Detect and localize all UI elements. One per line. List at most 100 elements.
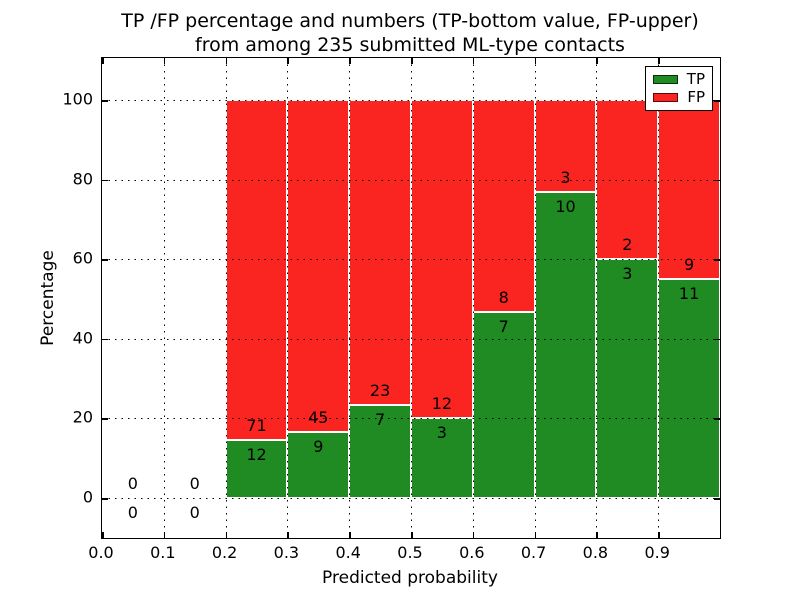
x-tick-label: 0.2 [211, 543, 238, 562]
tp-count-label: 0 [127, 503, 138, 522]
legend-entry-tp: TP [653, 72, 705, 87]
y-tick-mark [714, 418, 720, 420]
bar-fp-segment [472, 100, 535, 313]
grid-line-vertical [472, 58, 474, 538]
legend-swatch-fp [653, 93, 679, 102]
x-tick-mark [349, 532, 351, 538]
x-tick-mark [287, 58, 289, 64]
grid-line-vertical [163, 58, 165, 538]
fp-count-label: 0 [127, 474, 138, 493]
tp-count-label: 7 [498, 317, 509, 337]
x-tick-mark [534, 532, 537, 538]
bar-tp-segment [411, 418, 473, 498]
x-tick-mark [534, 58, 537, 64]
legend-label-tp: TP [686, 70, 705, 88]
x-tick-label: 0.4 [335, 543, 361, 562]
bar-tp-segment [534, 191, 597, 498]
y-tick-label: 100 [62, 89, 93, 109]
tp-count-label: 11 [678, 284, 700, 304]
y-tick-mark [714, 100, 720, 102]
tp-count-label: 3 [436, 423, 447, 443]
fp-count-label: 12 [431, 394, 453, 414]
x-tick-mark [472, 58, 475, 64]
x-tick-mark [411, 58, 413, 64]
plot-area: 0 0 0 0 71 12 45 9 23 7 12 3 8 7 3 10 2 3 9 11 [101, 57, 721, 539]
legend-entry-fp: FP [653, 90, 705, 105]
x-tick-mark [163, 58, 166, 64]
y-tick-mark [102, 418, 108, 420]
y-tick-label: 60 [72, 248, 93, 268]
grid-line-vertical [225, 58, 227, 538]
grid-line-vertical [349, 58, 351, 538]
x-tick-mark [287, 532, 289, 538]
x-tick-label: 0.9 [644, 543, 670, 562]
legend: TP FP [645, 66, 713, 111]
fp-count-label: 0 [189, 474, 200, 493]
y-tick-mark [714, 259, 720, 261]
tp-count-label: 10 [555, 196, 576, 216]
y-tick-mark [714, 338, 720, 341]
y-tick-mark [102, 338, 108, 341]
x-axis-label: Predicted probability [322, 568, 498, 588]
tp-count-label: 12 [246, 445, 267, 465]
x-tick-mark [596, 58, 598, 64]
chart-title-line2: from among 235 submitted ML-type contact… [195, 34, 625, 56]
x-tick-label: 0.5 [397, 543, 423, 562]
y-tick-label: 20 [72, 407, 93, 427]
grid-line-vertical [287, 58, 289, 538]
bar-tp-segment [596, 259, 659, 498]
y-tick-label: 40 [72, 328, 93, 348]
bar-tp-segment [225, 440, 288, 498]
x-tick-label: 0.0 [88, 543, 114, 562]
y-tick-label: 80 [72, 169, 93, 189]
x-tick-mark [102, 58, 104, 64]
legend-swatch-tp [653, 75, 678, 84]
grid-line-vertical [534, 58, 536, 538]
tp-count-label: 7 [375, 410, 386, 430]
y-tick-mark [102, 179, 108, 182]
x-tick-mark [658, 58, 660, 64]
bar-fp-segment [287, 100, 350, 432]
tp-count-label: 0 [189, 503, 200, 522]
x-tick-mark [225, 58, 228, 64]
fp-count-label: 23 [369, 381, 391, 401]
fp-count-label: 3 [560, 167, 571, 187]
x-tick-mark [472, 532, 475, 538]
x-tick-label: 0.8 [582, 543, 609, 562]
grid-line-vertical [596, 58, 598, 538]
fp-count-label: 71 [246, 416, 267, 436]
chart-title: TP /FP percentage and numbers (TP-bottom… [101, 9, 719, 57]
x-tick-mark [225, 532, 228, 538]
fp-count-label: 2 [622, 235, 633, 255]
x-tick-mark [102, 532, 104, 538]
y-tick-label: 0 [82, 487, 93, 507]
fp-count-label: 8 [498, 288, 509, 308]
bar-fp-segment [658, 100, 720, 280]
x-tick-label: 0.3 [273, 543, 300, 562]
legend-label-fp: FP [687, 88, 705, 106]
fp-count-label: 9 [684, 255, 695, 275]
bar-tp-segment [287, 431, 350, 498]
fp-count-label: 45 [308, 407, 329, 427]
x-tick-mark [596, 532, 598, 538]
y-tick-mark [102, 100, 108, 102]
x-tick-label: 0.7 [520, 543, 547, 562]
bar-fp-segment [349, 100, 411, 406]
x-tick-mark [349, 58, 351, 64]
tp-count-label: 3 [622, 264, 633, 284]
tp-count-label: 9 [313, 436, 324, 456]
bar-tp-segment [472, 312, 535, 498]
bar-fp-segment [225, 100, 288, 441]
grid-line-vertical [411, 58, 412, 538]
y-tick-mark [102, 259, 108, 261]
chart-title-line1: TP /FP percentage and numbers (TP-bottom… [121, 10, 699, 32]
x-tick-mark [163, 532, 166, 538]
bar-tp-segment [658, 279, 720, 498]
x-tick-mark [658, 532, 660, 538]
x-tick-label: 0.6 [459, 543, 485, 562]
x-tick-mark [411, 532, 413, 538]
y-tick-mark [714, 498, 720, 500]
x-tick-label: 0.1 [150, 543, 176, 562]
grid-line-vertical [658, 58, 660, 538]
